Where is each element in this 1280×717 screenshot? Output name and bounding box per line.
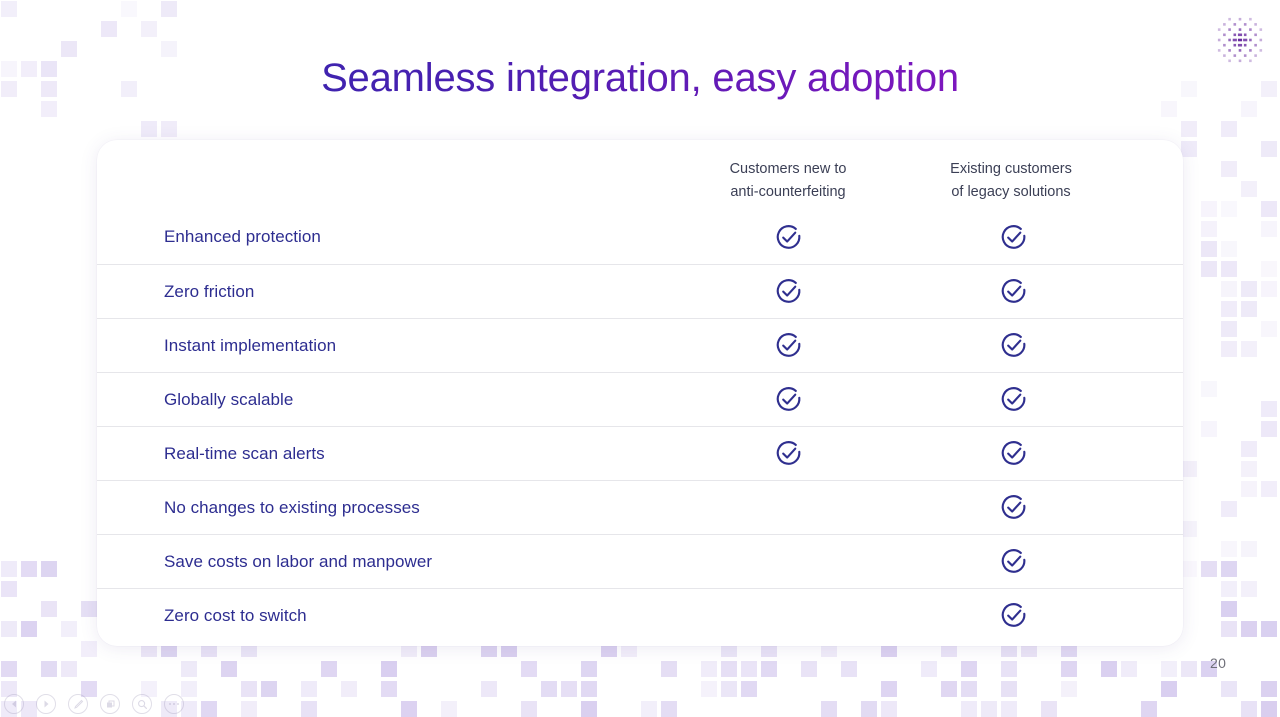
toolbar-button-pen[interactable] — [68, 694, 88, 714]
page-title: Seamless integration, easy adoption — [0, 54, 1280, 102]
table-row: No changes to existing processes — [97, 480, 1183, 534]
magnifier-icon — [137, 699, 148, 710]
column-header-new-customers: Customers new to anti-counterfeiting — [673, 158, 903, 204]
cell-legacy-checked — [993, 488, 1033, 528]
check-circle-icon — [776, 441, 800, 465]
column-header-legacy-customers: Existing customers of legacy solutions — [896, 158, 1126, 204]
table-row: Zero friction — [97, 264, 1183, 318]
row-label: Enhanced protection — [164, 227, 321, 246]
check-circle-icon — [1001, 224, 1025, 249]
matrix-rows: Enhanced protection Zero friction Instant … — [97, 210, 1183, 642]
check-circle-icon — [1001, 387, 1025, 411]
cell-legacy-checked — [993, 326, 1033, 366]
stamp-icon — [105, 699, 116, 710]
cell-new-checked — [768, 217, 808, 257]
cell-legacy-checked — [993, 542, 1033, 582]
column-header-line1: Customers new to — [729, 161, 847, 177]
cell-new-checked — [768, 380, 808, 420]
cell-new-checked — [768, 434, 808, 474]
column-header-row: Customers new to anti-counterfeiting Exi… — [97, 140, 1183, 210]
column-header-line2: anti-counterfeiting — [730, 184, 846, 200]
check-circle-icon — [1001, 441, 1025, 465]
toolbar-button-zoom[interactable] — [132, 694, 152, 714]
cell-legacy-checked — [993, 596, 1033, 636]
table-row: Instant implementation — [97, 318, 1183, 372]
row-label: No changes to existing processes — [164, 497, 420, 517]
cell-new-checked — [768, 272, 808, 312]
cell-legacy-checked — [993, 434, 1033, 474]
row-label: Save costs on labor and manpower — [164, 551, 433, 571]
check-circle-icon — [776, 387, 800, 411]
row-label: Instant implementation — [164, 335, 337, 355]
check-circle-icon — [776, 224, 800, 249]
row-label: Zero cost to switch — [164, 605, 307, 625]
previous-slide-icon — [9, 699, 19, 709]
check-circle-icon — [776, 333, 800, 357]
dotted-circle-logo — [1217, 17, 1263, 63]
column-header-line2: of legacy solutions — [951, 184, 1071, 200]
toolbar-button-stamp[interactable] — [100, 694, 120, 714]
row-label: Zero friction — [164, 281, 255, 301]
cell-legacy-checked — [993, 272, 1033, 312]
comparison-matrix-card: Customers new to anti-counterfeiting Exi… — [97, 140, 1183, 646]
row-label: Globally scalable — [164, 389, 294, 409]
check-circle-icon — [1001, 603, 1025, 627]
cell-new-checked — [768, 326, 808, 366]
toolbar-button-next[interactable] — [36, 694, 56, 714]
next-slide-icon — [41, 699, 51, 709]
viewer-toolbar — [4, 694, 184, 714]
table-row: Zero cost to switch — [97, 588, 1183, 642]
column-header-line1: Existing customers — [950, 161, 1072, 177]
check-circle-icon — [1001, 333, 1025, 357]
table-row: Enhanced protection — [97, 210, 1183, 264]
cell-legacy-checked — [993, 380, 1033, 420]
row-label: Real-time scan alerts — [164, 443, 325, 463]
more-options-icon — [168, 701, 180, 707]
check-circle-icon — [1001, 279, 1025, 303]
toolbar-button-more[interactable] — [164, 694, 184, 714]
table-row: Save costs on labor and manpower — [97, 534, 1183, 588]
table-row: Globally scalable — [97, 372, 1183, 426]
cell-legacy-checked — [993, 217, 1033, 257]
toolbar-button-previous[interactable] — [4, 694, 24, 714]
pen-icon — [73, 699, 84, 710]
check-circle-icon — [1001, 549, 1025, 573]
page-number: 20 — [1210, 655, 1227, 671]
check-circle-icon — [776, 279, 800, 303]
table-row: Real-time scan alerts — [97, 426, 1183, 480]
check-circle-icon — [1001, 495, 1025, 519]
